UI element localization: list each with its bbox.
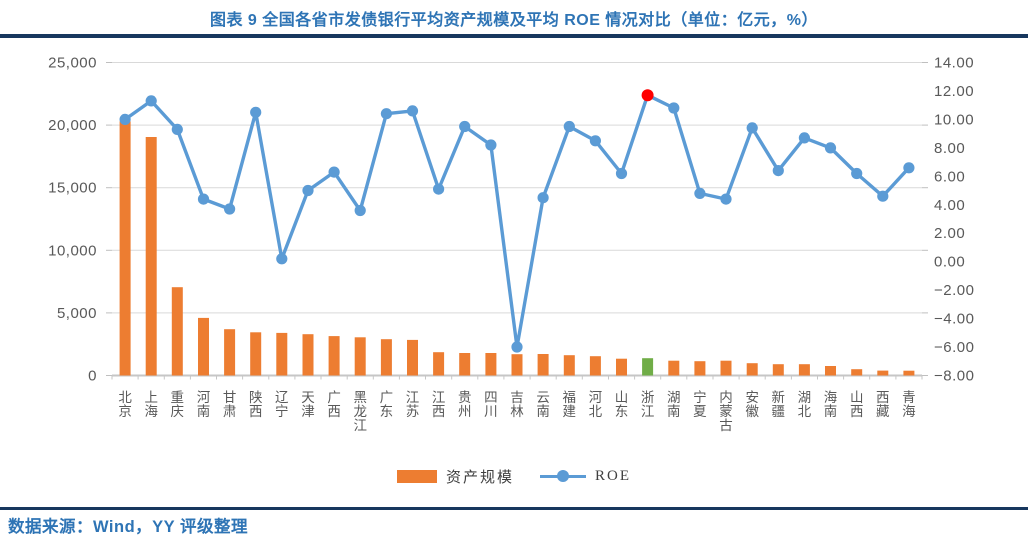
svg-text:湖南: 湖南 bbox=[667, 390, 681, 419]
svg-text:宁夏: 宁夏 bbox=[693, 389, 707, 419]
svg-text:广西: 广西 bbox=[327, 390, 341, 419]
legend-label-roe: ROE bbox=[595, 468, 631, 484]
svg-text:0.00: 0.00 bbox=[934, 254, 965, 271]
svg-text:四川: 四川 bbox=[484, 390, 498, 419]
svg-text:福建: 福建 bbox=[563, 390, 577, 419]
svg-text:陕西: 陕西 bbox=[249, 390, 263, 419]
chart-legend: 资产规模 ROE bbox=[0, 466, 1028, 487]
combo-chart-canvas: 25,000 20,000 15,000 10,000 5,000 0 14.00 12.00… bbox=[48, 55, 974, 434]
title-divider bbox=[0, 34, 1028, 38]
svg-text:5,000: 5,000 bbox=[57, 305, 97, 322]
svg-text:黑龙江: 黑龙江 bbox=[353, 390, 367, 433]
legend-item-assets: 资产规模 bbox=[396, 466, 514, 487]
figure-title: 图表 9 全国各省市发债银行平均资产规模及平均 ROE 情况对比（单位：亿元，%… bbox=[209, 12, 819, 29]
svg-text:4.00: 4.00 bbox=[934, 197, 965, 214]
svg-text:安徽: 安徽 bbox=[745, 390, 759, 419]
svg-text:2.00: 2.00 bbox=[934, 225, 965, 242]
bar-swatch-icon bbox=[396, 470, 437, 483]
svg-text:0: 0 bbox=[88, 368, 97, 385]
svg-text:河北: 河北 bbox=[589, 390, 603, 419]
svg-text:湖北: 湖北 bbox=[798, 390, 812, 419]
svg-text:15,000: 15,000 bbox=[48, 180, 97, 197]
svg-text:25,000: 25,000 bbox=[48, 55, 97, 72]
svg-text:北京: 北京 bbox=[118, 390, 132, 419]
svg-text:浙江: 浙江 bbox=[641, 390, 655, 419]
data-source: 数据来源：Wind，YY 评级整理 bbox=[8, 518, 248, 536]
svg-text:6.00: 6.00 bbox=[934, 168, 965, 185]
svg-text:广东: 广东 bbox=[380, 390, 394, 419]
svg-text:14.00: 14.00 bbox=[934, 55, 974, 72]
svg-text:−8.00: −8.00 bbox=[934, 368, 974, 385]
svg-text:10.00: 10.00 bbox=[934, 111, 974, 128]
svg-text:20,000: 20,000 bbox=[48, 117, 97, 134]
svg-text:10,000: 10,000 bbox=[48, 242, 97, 259]
svg-text:−4.00: −4.00 bbox=[934, 311, 974, 328]
svg-text:吉林: 吉林 bbox=[510, 390, 524, 419]
footer-divider bbox=[0, 507, 1028, 510]
line-marker-swatch-icon bbox=[540, 470, 586, 483]
svg-text:新疆: 新疆 bbox=[772, 390, 786, 419]
svg-text:西藏: 西藏 bbox=[876, 390, 890, 419]
svg-text:天津: 天津 bbox=[301, 390, 315, 419]
svg-text:云南: 云南 bbox=[536, 390, 550, 419]
svg-text:山东: 山东 bbox=[615, 390, 629, 419]
svg-text:辽宁: 辽宁 bbox=[275, 390, 289, 419]
svg-text:青海: 青海 bbox=[902, 390, 916, 419]
svg-text:河南: 河南 bbox=[197, 390, 211, 419]
svg-text:江苏: 江苏 bbox=[406, 390, 420, 419]
svg-text:甘肃: 甘肃 bbox=[223, 390, 237, 419]
svg-text:贵州: 贵州 bbox=[458, 390, 472, 419]
line-dot-icon bbox=[557, 470, 569, 483]
svg-text:海南: 海南 bbox=[824, 390, 838, 419]
svg-text:8.00: 8.00 bbox=[934, 140, 965, 157]
svg-text:重庆: 重庆 bbox=[171, 390, 185, 419]
svg-text:江西: 江西 bbox=[432, 390, 446, 419]
svg-text:−2.00: −2.00 bbox=[934, 282, 974, 299]
svg-text:山西: 山西 bbox=[850, 390, 864, 419]
legend-label-assets: 资产规模 bbox=[445, 470, 514, 486]
svg-text:−6.00: −6.00 bbox=[934, 339, 974, 356]
legend-item-roe: ROE bbox=[540, 468, 631, 485]
svg-text:上海: 上海 bbox=[144, 390, 158, 419]
svg-text:内蒙古: 内蒙古 bbox=[719, 390, 733, 433]
svg-text:12.00: 12.00 bbox=[934, 83, 974, 100]
